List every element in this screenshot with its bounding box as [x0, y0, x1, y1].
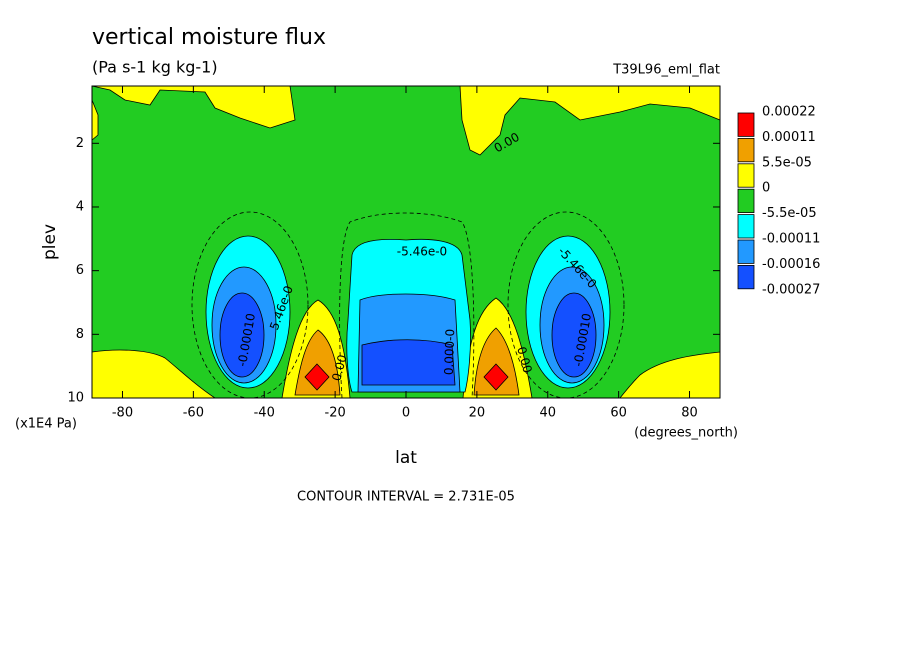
colorbar-label: 0: [762, 181, 770, 196]
colorbar-label: 5.5e-05: [762, 155, 812, 170]
x-tick-label: -40: [254, 406, 275, 421]
colorbar-box: [737, 137, 755, 163]
colorbar-box: [737, 188, 755, 213]
negative-region: [551, 292, 597, 378]
negative-region: [361, 339, 456, 386]
colorbar-box: [737, 163, 755, 188]
colorbar-label: 0.00011: [762, 130, 816, 145]
colorbar-box: [737, 214, 755, 239]
positive-region: [91, 85, 296, 129]
y-tick-label: 2: [76, 136, 84, 151]
positive-region: [619, 351, 721, 399]
x-tick-label: 60: [610, 406, 627, 421]
y-axis-label: plev: [40, 224, 60, 260]
positive-region: [459, 85, 721, 156]
colorbar-label: 0.00022: [762, 105, 816, 120]
contour-label: 0.00: [514, 345, 534, 374]
x-tick-label: -20: [325, 406, 346, 421]
negative-region: [219, 292, 265, 378]
x-units: (degrees_north): [634, 426, 738, 441]
x-tick-label: 0: [402, 406, 410, 421]
positive-region: [483, 363, 509, 391]
colorbar-label: -5.5e-05: [762, 206, 817, 221]
contour-label: 0.00: [329, 353, 349, 382]
colorbar-label: -0.00011: [762, 232, 820, 247]
footer: CONTOUR INTERVAL = 2.731E-05: [297, 490, 515, 505]
dataset-label: T39L96_eml_flat: [612, 63, 720, 78]
colorbar-box: [737, 239, 755, 264]
y-tick-label: 6: [76, 263, 84, 278]
x-tick-label: -60: [183, 406, 204, 421]
contour-label: 0.000-0: [442, 329, 458, 376]
contour-line: [339, 212, 475, 399]
colorbar-label: -0.00016: [762, 257, 820, 272]
chart-title: vertical moisture flux: [92, 25, 326, 50]
x-tick-label: 20: [469, 406, 486, 421]
positive-region: [304, 363, 330, 391]
y-units: (x1E4 Pa): [15, 417, 77, 432]
positive-region: [91, 349, 217, 399]
colorbar-box: [737, 112, 755, 137]
x-axis-label: lat: [395, 448, 417, 468]
x-tick-label: -80: [112, 406, 133, 421]
colorbar-label: -0.00027: [762, 282, 820, 297]
x-tick-label: 40: [539, 406, 556, 421]
chart-subtitle: (Pa s-1 kg kg-1): [92, 58, 218, 77]
y-tick-label: 10: [67, 391, 84, 406]
contour-label: -5.46e-0: [397, 245, 447, 259]
y-tick-label: 4: [76, 199, 84, 214]
contour-field: [91, 85, 721, 399]
y-tick-label: 8: [76, 327, 84, 342]
x-tick-label: 80: [681, 406, 698, 421]
colorbar-box: [737, 264, 755, 290]
